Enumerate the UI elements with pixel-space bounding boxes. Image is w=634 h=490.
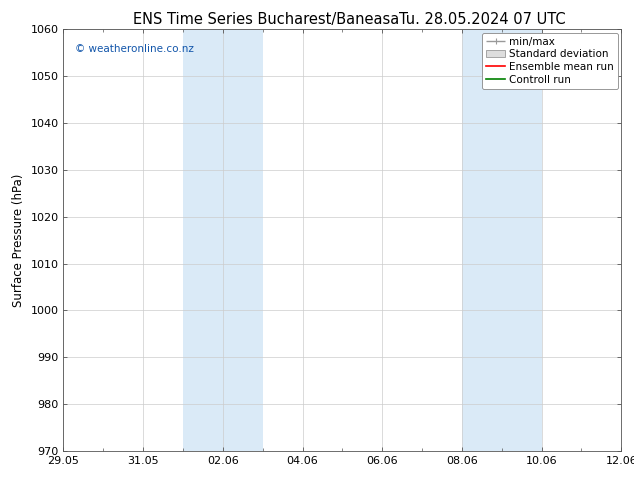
Bar xyxy=(462,29,541,451)
Y-axis label: Surface Pressure (hPa): Surface Pressure (hPa) xyxy=(12,173,25,307)
Legend: min/max, Standard deviation, Ensemble mean run, Controll run: min/max, Standard deviation, Ensemble me… xyxy=(482,32,618,89)
Text: © weatheronline.co.nz: © weatheronline.co.nz xyxy=(75,44,193,54)
Bar xyxy=(183,29,262,451)
Text: Tu. 28.05.2024 07 UTC: Tu. 28.05.2024 07 UTC xyxy=(399,12,565,27)
Text: ENS Time Series Bucharest/Baneasa: ENS Time Series Bucharest/Baneasa xyxy=(133,12,399,27)
